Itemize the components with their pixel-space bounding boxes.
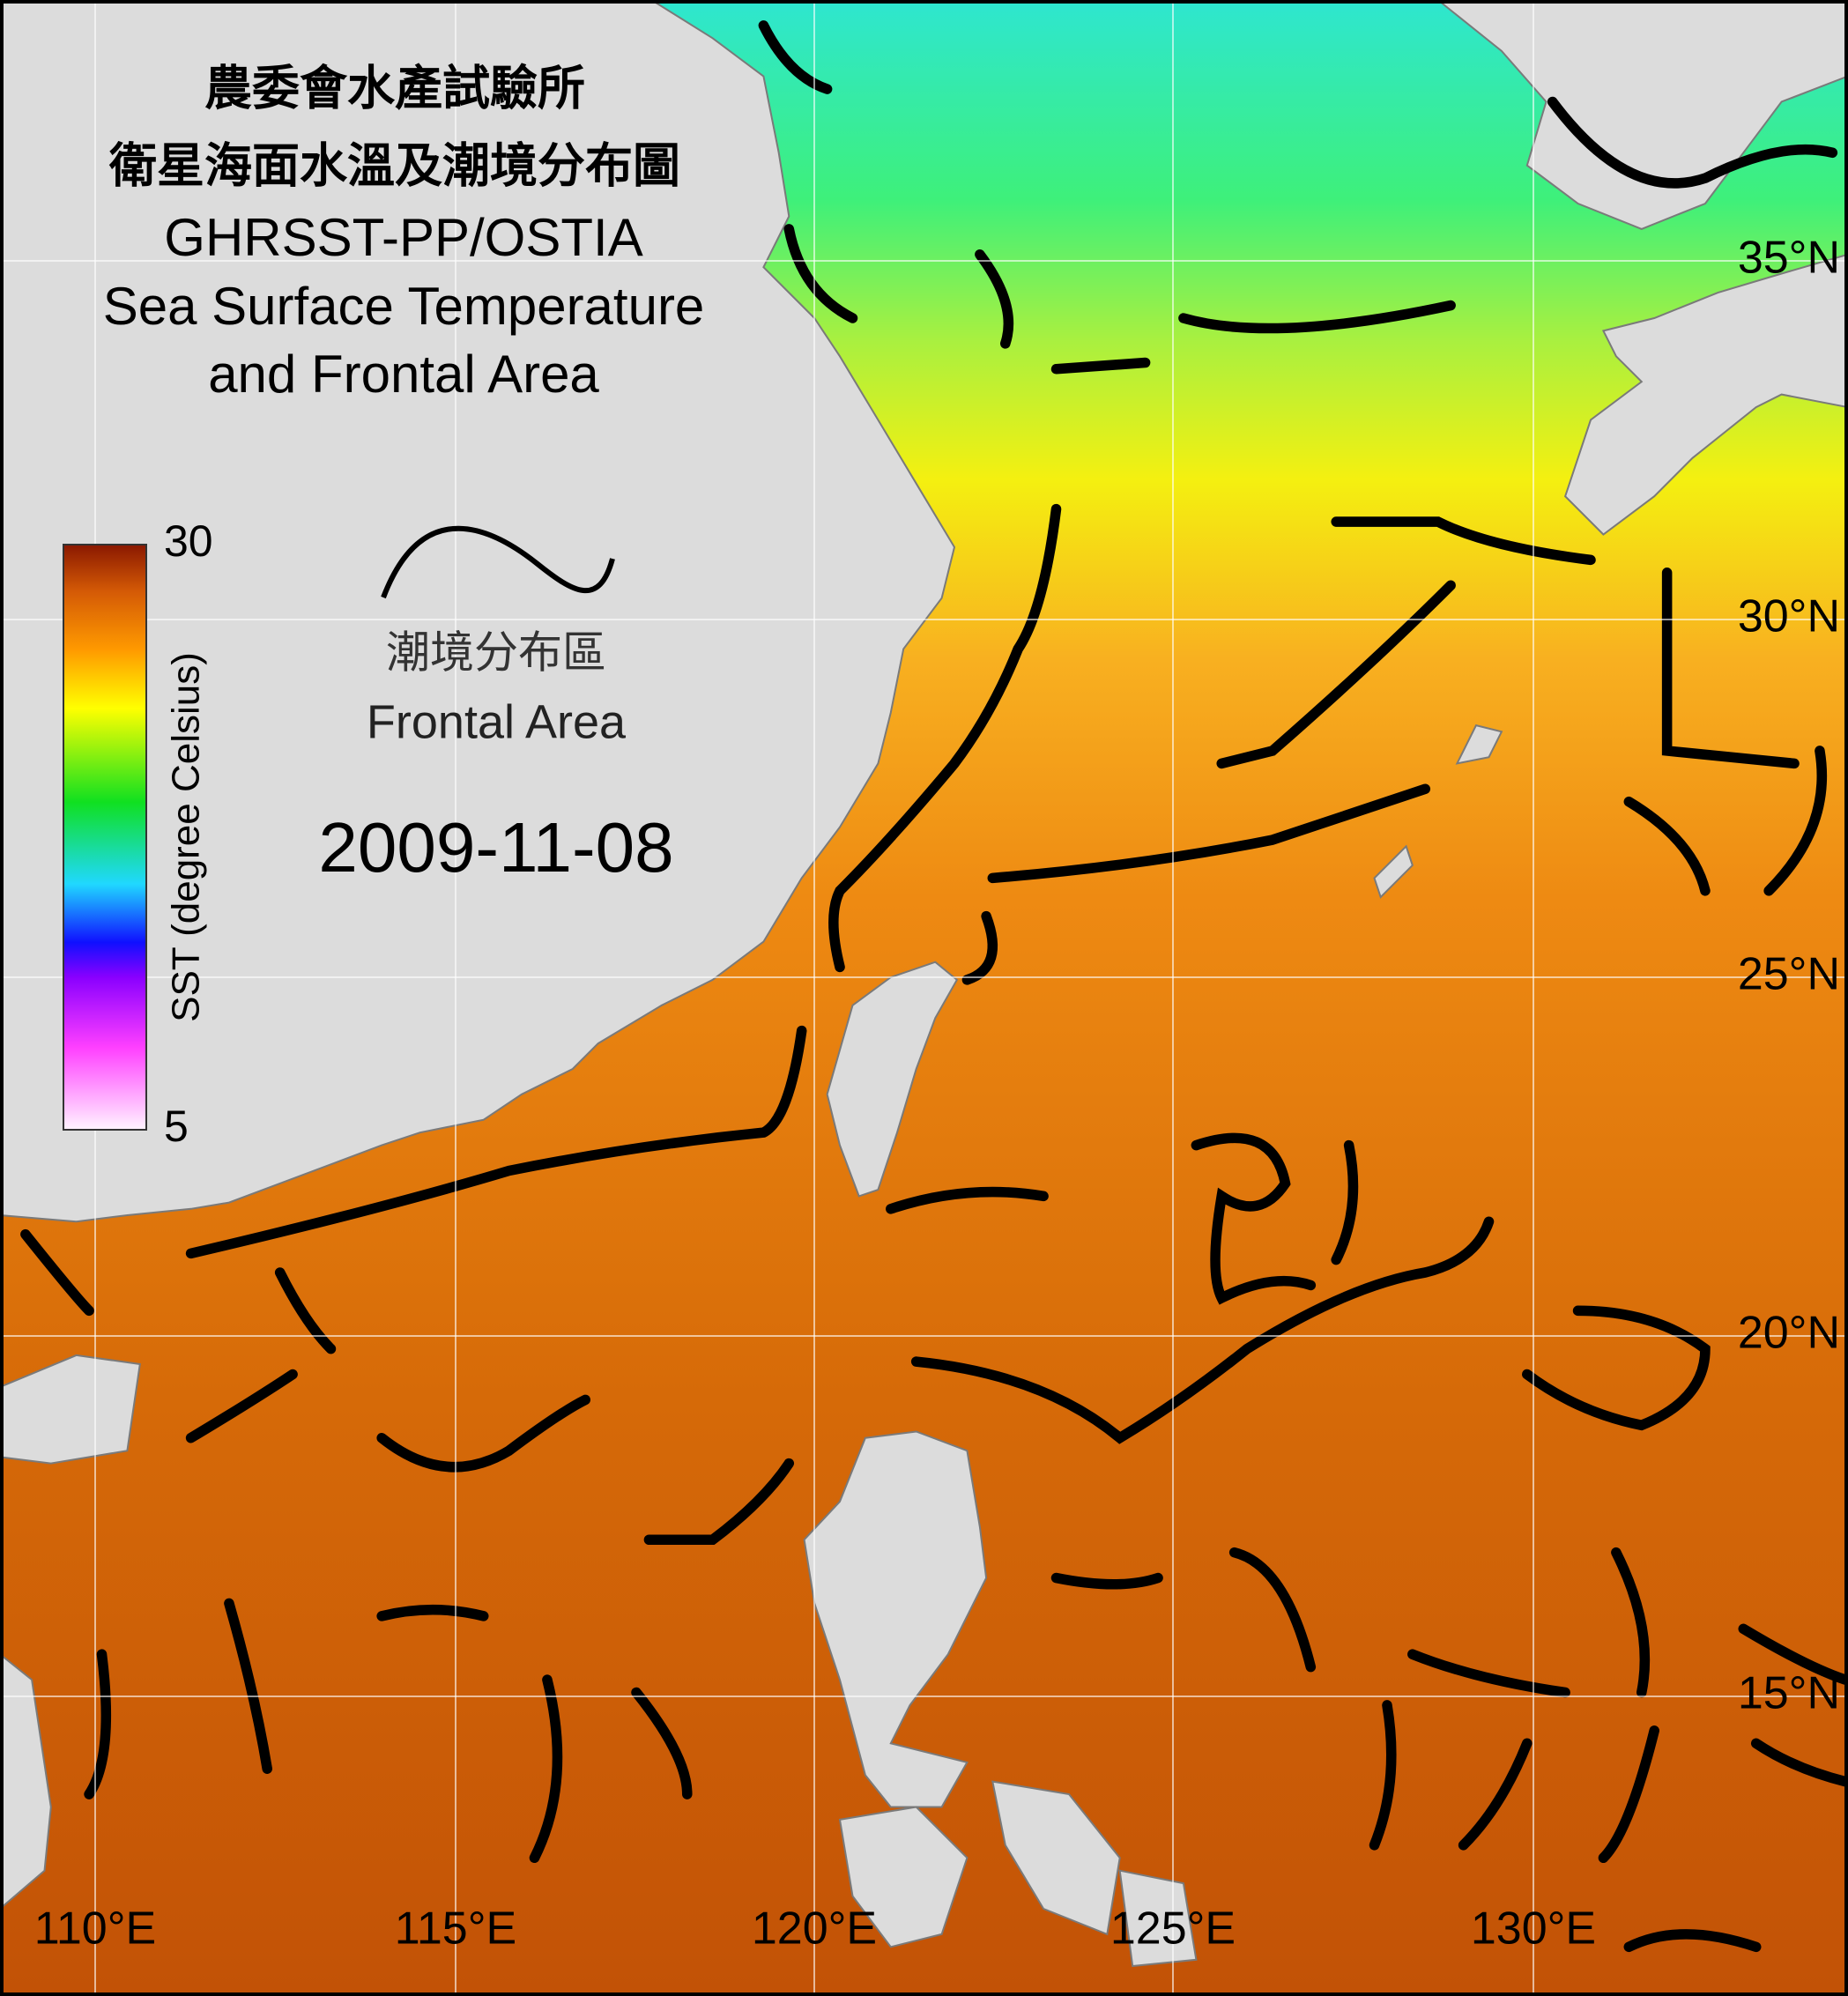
front-line bbox=[1331, 1139, 1359, 1265]
front-line bbox=[1228, 1547, 1317, 1673]
landmass bbox=[0, 0, 956, 1223]
frontal-areas bbox=[20, 20, 1848, 1953]
front-line bbox=[910, 1216, 1495, 1444]
lat-label: 30°N bbox=[1738, 591, 1840, 642]
front-line bbox=[1458, 1738, 1533, 1851]
lat-label: 20°N bbox=[1738, 1308, 1840, 1359]
title-line: Sea Surface Temperature bbox=[103, 277, 705, 336]
front-line bbox=[1331, 516, 1596, 566]
legend-label: Frontal Area bbox=[367, 695, 627, 748]
landmass bbox=[803, 1430, 988, 1808]
lon-label: 120°E bbox=[752, 1903, 877, 1955]
front-line bbox=[1623, 1929, 1762, 1953]
front-line bbox=[1178, 300, 1456, 334]
front-line bbox=[975, 249, 1014, 349]
front-line bbox=[987, 783, 1431, 884]
lat-label: 35°N bbox=[1738, 233, 1840, 284]
landmass bbox=[0, 1652, 52, 1911]
front-line bbox=[224, 1598, 273, 1774]
front-line bbox=[1750, 1738, 1848, 1787]
front-line bbox=[20, 1228, 94, 1317]
title-line: 農委會水產試驗所 bbox=[204, 61, 585, 116]
lon-label: 125°E bbox=[1110, 1903, 1236, 1955]
map-date: 2009-11-08 bbox=[318, 808, 673, 887]
front-line bbox=[529, 1674, 563, 1864]
colorbar-tick-label: 5 bbox=[164, 1102, 189, 1151]
front-line bbox=[1522, 1305, 1711, 1431]
front-line bbox=[1191, 1132, 1317, 1305]
lon-label: 115°E bbox=[395, 1903, 516, 1955]
colorbar bbox=[63, 544, 147, 1131]
landmass bbox=[1455, 723, 1503, 765]
landmass bbox=[991, 1780, 1121, 1936]
front-line bbox=[185, 1025, 807, 1259]
front-line bbox=[376, 1394, 591, 1473]
graticule-labels: 110°E 115°E 120°E 125°E 130°E 35°N 30°N 25°N 20°… bbox=[34, 233, 1840, 1955]
landmass bbox=[0, 1354, 141, 1465]
front-line bbox=[783, 224, 858, 323]
lon-label: 110°E bbox=[34, 1903, 156, 1955]
front-line bbox=[1050, 1572, 1163, 1590]
lat-label: 25°N bbox=[1738, 949, 1840, 1000]
front-line bbox=[1216, 580, 1456, 769]
front-line bbox=[376, 1604, 489, 1621]
front-line bbox=[1611, 1547, 1651, 1698]
landmass bbox=[1118, 1869, 1198, 1968]
title-line: and Frontal Area bbox=[208, 345, 599, 404]
front-line bbox=[1369, 1700, 1397, 1851]
title-line: GHRSST-PP/OSTIA bbox=[164, 208, 642, 267]
front-line bbox=[1738, 1623, 1848, 1685]
front-line bbox=[828, 503, 1062, 973]
title-line: 衛星海面水溫及潮境分布圖 bbox=[108, 138, 680, 194]
front-line bbox=[1598, 1725, 1659, 1864]
front-line bbox=[643, 1458, 795, 1546]
front-line bbox=[631, 1687, 693, 1799]
colorbar-tick-label: 30 bbox=[164, 516, 213, 566]
lon-label: 130°E bbox=[1471, 1903, 1596, 1955]
front-line bbox=[758, 20, 833, 94]
front-line bbox=[1661, 568, 1800, 769]
landmass bbox=[1563, 253, 1848, 536]
front-line bbox=[1050, 357, 1151, 375]
front-line bbox=[185, 1369, 298, 1443]
legend-label: 潮境分布區 bbox=[386, 627, 606, 679]
landmass bbox=[826, 961, 959, 1198]
lat-label: 15°N bbox=[1738, 1668, 1840, 1719]
colorbar-label: SST (degree Celsius) bbox=[165, 652, 208, 1022]
front-line bbox=[1407, 1649, 1570, 1698]
front-line bbox=[274, 1267, 337, 1354]
front-line bbox=[886, 1186, 1049, 1214]
front-line bbox=[1547, 96, 1838, 189]
front-legend-symbol bbox=[381, 525, 615, 599]
front-line bbox=[1763, 746, 1828, 896]
landmass bbox=[1373, 844, 1414, 899]
front-line bbox=[1623, 796, 1711, 896]
landmass bbox=[838, 1806, 969, 1948]
colorbar-ticks: 5 30 bbox=[164, 516, 213, 1151]
